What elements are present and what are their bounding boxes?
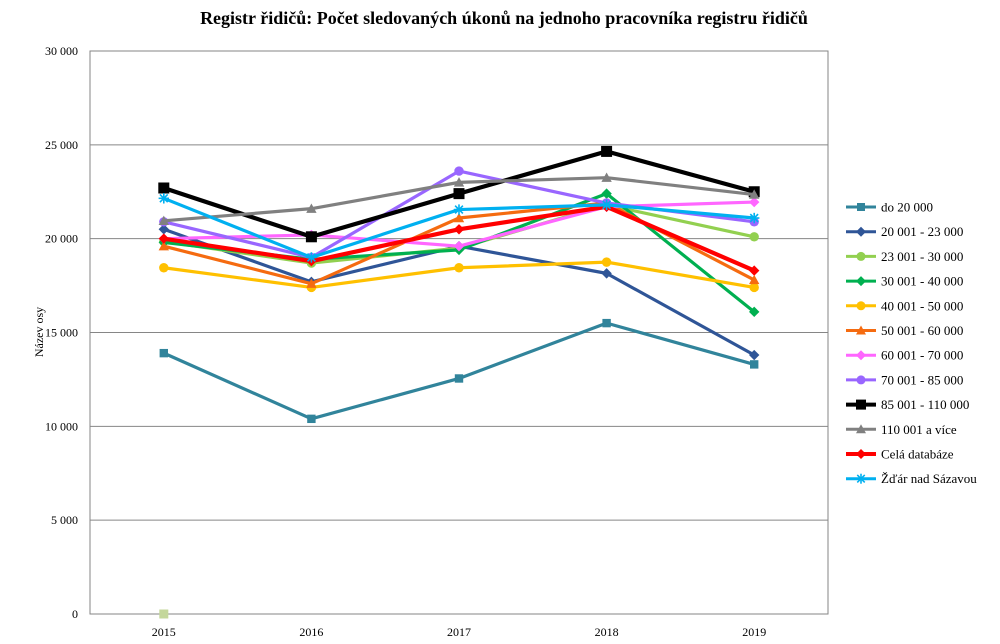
data-point: [749, 196, 760, 208]
data-point: [601, 268, 612, 279]
y-axis-title: Název osy: [32, 307, 46, 357]
legend-marker: [856, 473, 866, 484]
y-tick-label: 30 000: [45, 44, 78, 58]
data-point: [601, 199, 612, 211]
legend-item: do 20 000: [846, 200, 933, 215]
data-point: [159, 263, 169, 273]
data-point: [453, 188, 465, 200]
legend-item: 30 001 - 40 000: [846, 274, 963, 289]
data-point: [454, 263, 464, 273]
legend-label: 30 001 - 40 000: [881, 274, 963, 289]
legend-marker: [856, 251, 866, 261]
y-tick-label: 10 000: [45, 419, 78, 433]
data-point: [158, 233, 169, 244]
legend-label: 50 001 - 60 000: [881, 323, 963, 338]
series-12: [158, 193, 760, 263]
data-point: [306, 203, 317, 213]
data-point: [159, 348, 168, 358]
data-point: [158, 224, 169, 235]
legend-label: 60 001 - 70 000: [881, 348, 963, 363]
legend-marker: [856, 424, 866, 434]
legend-label: 110 001 a více: [881, 422, 957, 437]
data-point: [749, 189, 760, 199]
data-point: [307, 414, 316, 424]
stray-data-point: [159, 609, 169, 619]
data-point: [453, 204, 465, 215]
data-point: [601, 145, 613, 157]
data-point: [601, 257, 612, 267]
y-tick-label: 5 000: [51, 513, 78, 527]
data-point: [306, 252, 317, 263]
data-point: [158, 182, 170, 194]
y-tick-label: 0: [72, 607, 78, 621]
legend-label: 40 001 - 50 000: [881, 298, 963, 313]
legend-label: 70 001 - 85 000: [881, 372, 963, 387]
data-point: [749, 212, 760, 224]
data-point: [305, 231, 317, 243]
data-point: [749, 265, 760, 276]
legend-item: 70 001 - 85 000: [846, 372, 963, 387]
legend-marker: [856, 375, 866, 385]
data-point: [453, 240, 465, 252]
data-point: [158, 240, 169, 251]
data-point: [601, 188, 612, 199]
legend-marker: [856, 350, 866, 361]
legend-item: Žďár nad Sázavou: [846, 471, 977, 486]
legend-label: 23 001 - 30 000: [881, 249, 963, 264]
series-1: [159, 318, 759, 424]
legend-item: 85 001 - 110 000: [846, 397, 969, 412]
x-tick-label: 2016: [299, 625, 323, 639]
y-tick-label: 15 000: [45, 326, 78, 340]
legend-marker: [857, 203, 865, 211]
data-point: [454, 166, 464, 176]
legend-item: 50 001 - 60 000: [846, 323, 963, 338]
chart-title: Registr řidičů: Počet sledovaných úkonů …: [200, 8, 808, 28]
legend-item: 23 001 - 30 000: [846, 249, 963, 264]
legend-marker: [856, 301, 866, 311]
data-point: [454, 374, 464, 383]
series-10: [158, 172, 760, 226]
legend-item: Celá databáze: [846, 447, 954, 462]
chart-legend: do 20 000 20 001 - 23 000 23 001 - 30 000 3…: [846, 200, 977, 486]
data-point: [158, 193, 169, 204]
y-tick-label: 20 000: [45, 232, 78, 246]
series-5: [159, 257, 759, 293]
y-tick-label: 25 000: [45, 138, 78, 152]
legend-label: Žďár nad Sázavou: [881, 471, 977, 486]
legend-marker: [856, 325, 866, 335]
data-point: [306, 278, 317, 288]
legend-marker: [856, 449, 866, 459]
data-point: [749, 306, 760, 318]
legend-item: 60 001 - 70 000: [846, 348, 963, 363]
legend-label: 20 001 - 23 000: [881, 224, 963, 239]
data-point: [749, 282, 759, 293]
legend-item: 40 001 - 50 000: [846, 298, 963, 313]
data-point: [602, 318, 611, 328]
legend-marker: [856, 226, 866, 237]
legend-item: 20 001 - 23 000: [846, 224, 963, 239]
legend-marker: [856, 399, 866, 410]
x-tick-label: 2018: [595, 625, 619, 639]
data-point: [158, 215, 169, 226]
x-tick-label: 2015: [152, 625, 176, 639]
legend-marker: [856, 276, 866, 287]
data-point: [749, 274, 760, 285]
data-point: [749, 232, 759, 242]
x-tick-label: 2019: [742, 625, 766, 639]
x-tick-label: 2017: [447, 625, 471, 639]
data-point: [601, 172, 612, 182]
legend-label: 85 001 - 110 000: [881, 397, 969, 412]
data-point: [453, 224, 465, 235]
data-point: [453, 212, 465, 223]
legend-item: 110 001 a více: [846, 422, 957, 437]
legend-label: Celá databáze: [881, 447, 954, 462]
data-point: [453, 177, 465, 187]
data-point: [750, 360, 759, 369]
data-point: [749, 349, 760, 361]
legend-label: do 20 000: [881, 200, 933, 215]
